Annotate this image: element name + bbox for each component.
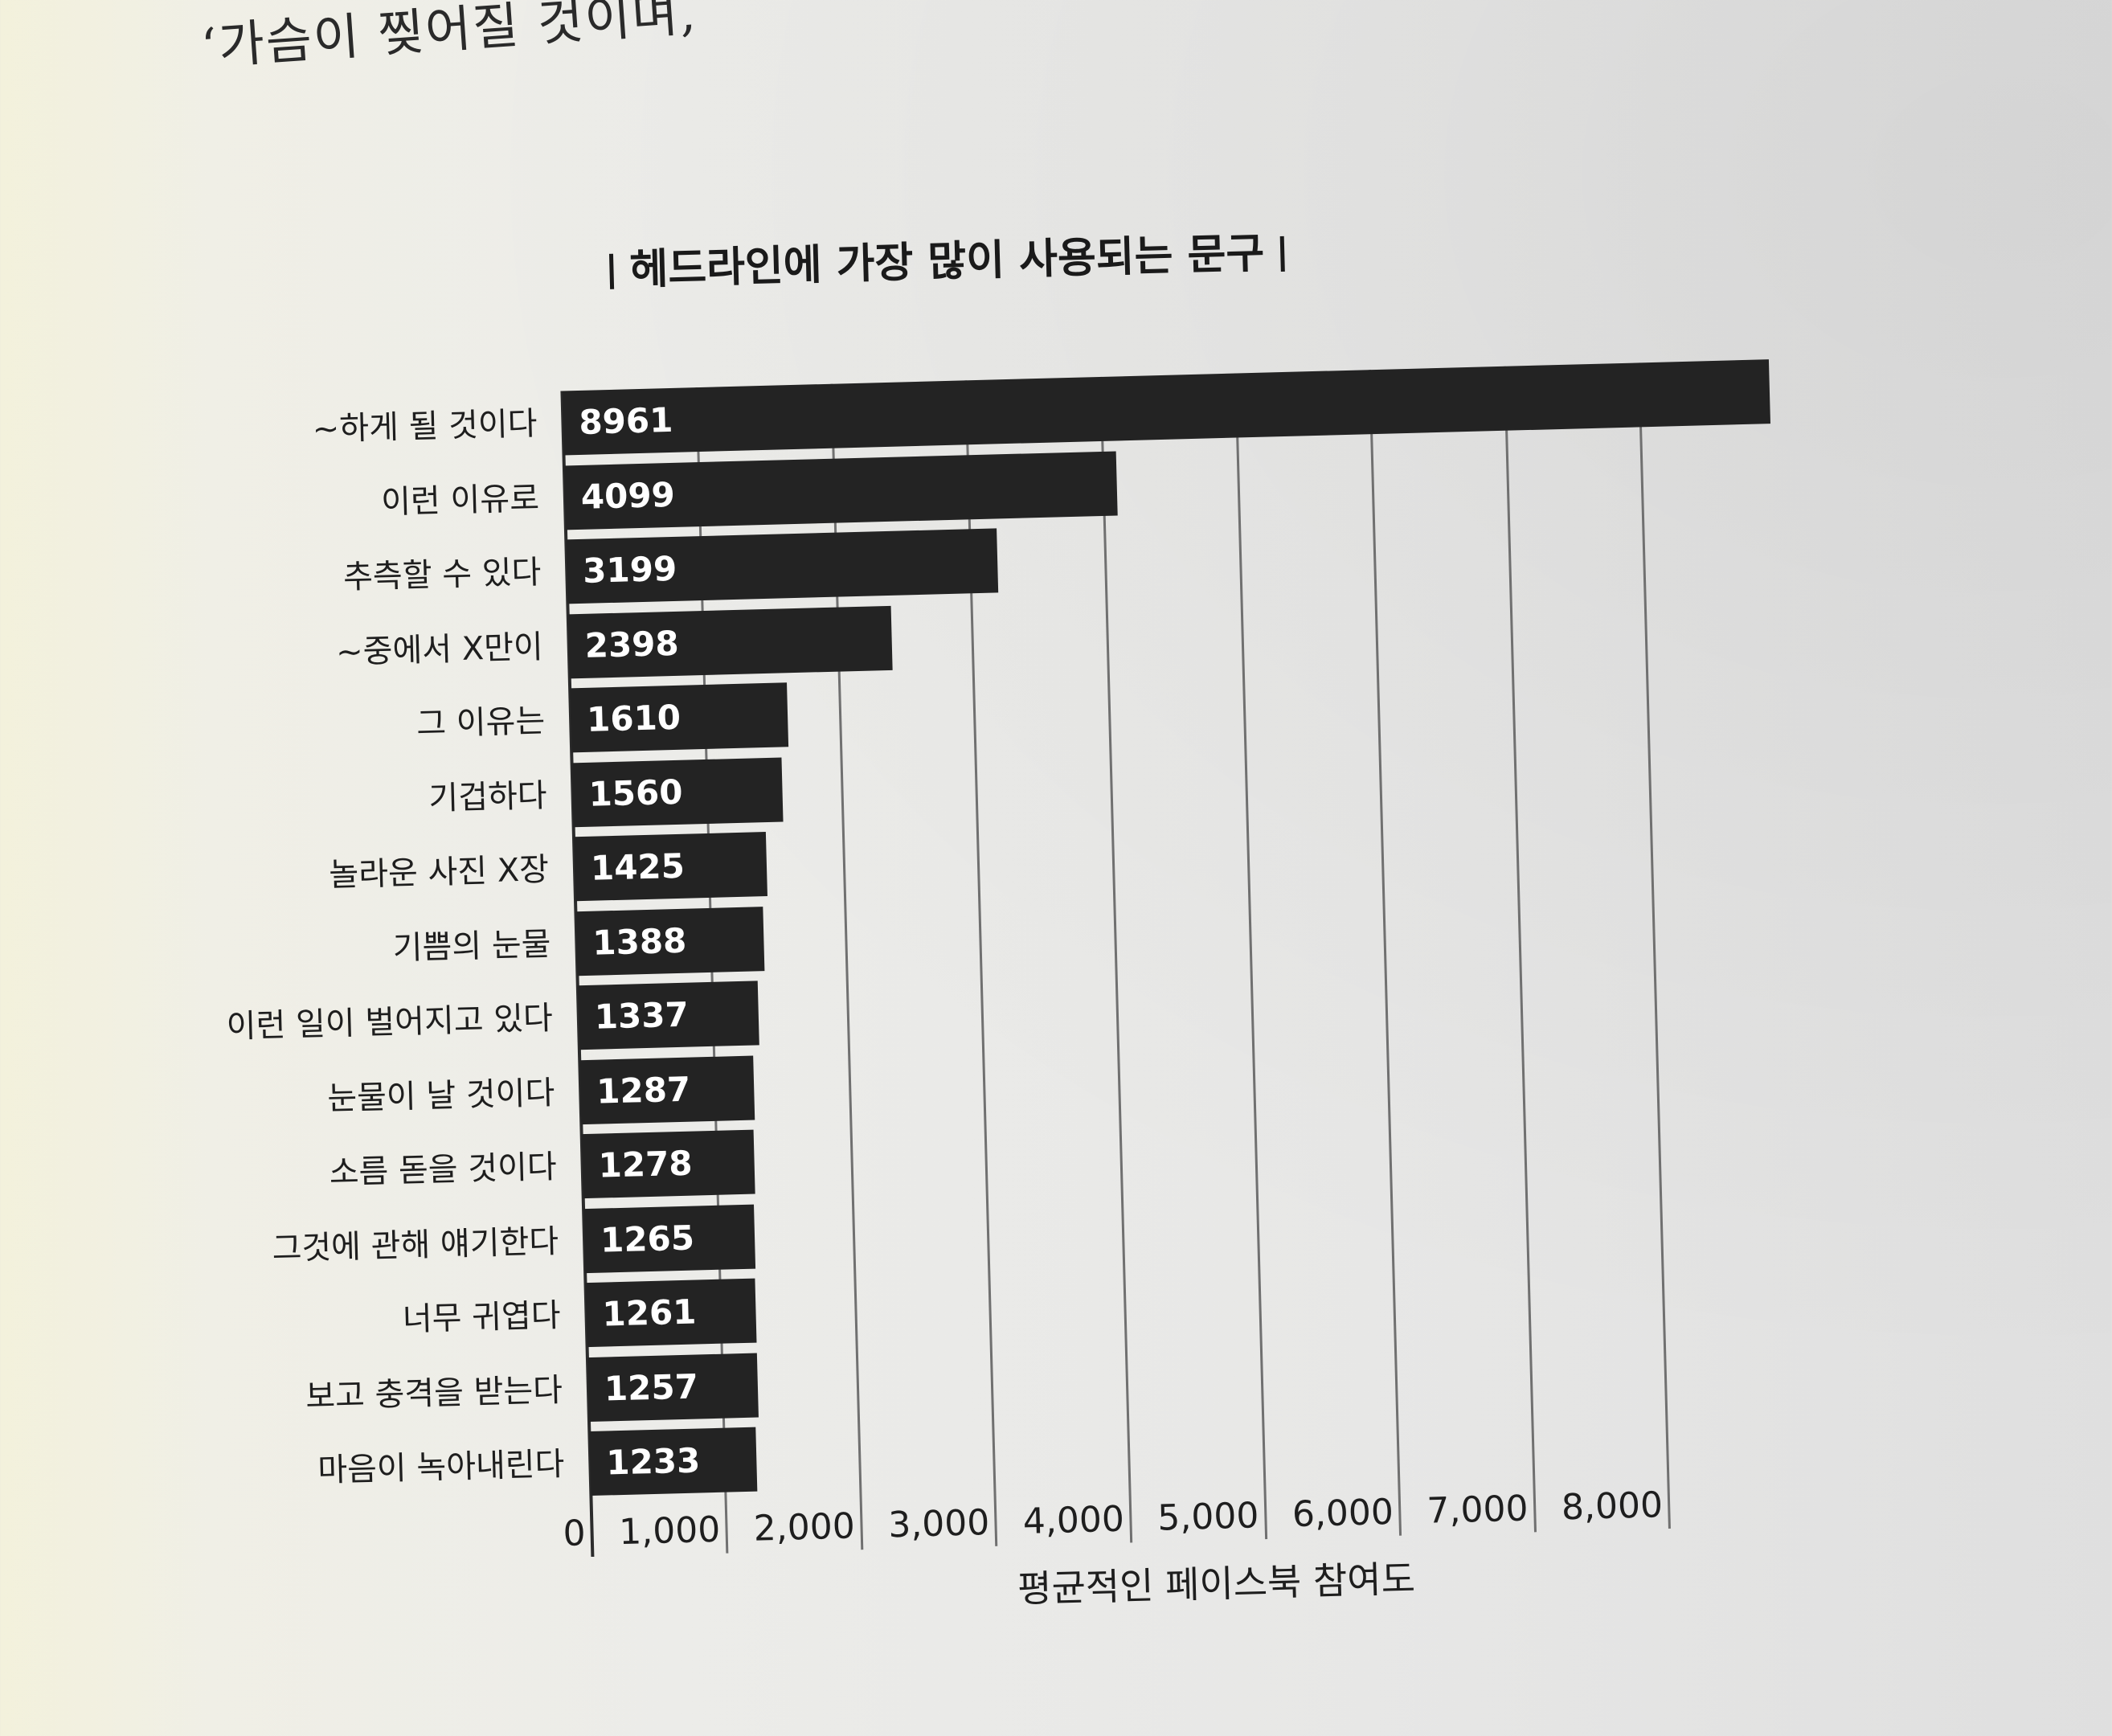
- bar-value-label-4: 2398: [584, 623, 680, 665]
- bar-3: 3199: [566, 528, 999, 604]
- category-label-5: 그 이유는: [415, 702, 546, 743]
- bar-value-label-7: 1425: [590, 845, 686, 888]
- bar-value-label-5: 1610: [586, 697, 681, 739]
- bar-15: 1233: [589, 1427, 757, 1496]
- gridline-6000: [1369, 370, 1402, 1536]
- category-label-4: ~중에서 X만이: [335, 628, 544, 671]
- x-axis-label: 평균적인 페이스북 참여도: [1017, 1557, 1416, 1611]
- bar-value-label-9: 1337: [594, 994, 690, 1037]
- bar-value-label-1: 8961: [578, 399, 673, 442]
- category-label-13: 너무 귀엽다: [402, 1296, 562, 1339]
- category-label-2: 이런 이유로: [380, 479, 540, 521]
- bar-14: 1257: [587, 1353, 759, 1422]
- bar-11: 1278: [581, 1129, 755, 1199]
- chart-title: 헤드라인에 가장 많이 사용되는 문구: [544, 217, 1349, 298]
- category-label-14: 보고 충격을 받는다: [305, 1371, 563, 1415]
- bar-value-label-12: 1265: [600, 1218, 695, 1260]
- category-label-9: 이런 일이 벌어지고 있다: [226, 1000, 554, 1046]
- gridline-4000: [1099, 376, 1133, 1543]
- bar-value-label-15: 1233: [605, 1440, 701, 1483]
- bar-value-label-11: 1278: [598, 1143, 694, 1185]
- bar-8: 1388: [575, 906, 765, 976]
- gridline-7000: [1503, 366, 1537, 1533]
- bar-value-label-3: 3199: [582, 548, 677, 591]
- bar-7: 1425: [573, 832, 767, 902]
- bar-value-label-13: 1261: [601, 1292, 698, 1334]
- bar-value-label-14: 1257: [604, 1365, 699, 1409]
- bar-value-label-2: 4099: [580, 474, 676, 517]
- title-right-rule: [1279, 235, 1285, 272]
- gridline-5000: [1234, 373, 1267, 1540]
- gridline-8000: [1638, 362, 1672, 1529]
- category-label-8: 기쁨의 눈물: [392, 925, 552, 967]
- bar-5: 1610: [570, 682, 788, 753]
- category-label-7: 놀라운 사진 X장: [328, 851, 550, 895]
- category-label-1: ~하게 될 것이다: [312, 405, 538, 448]
- bar-12: 1265: [583, 1204, 756, 1273]
- category-label-12: 그것에 관해 얘기한다: [271, 1222, 559, 1267]
- category-label-6: 기겁하다: [428, 776, 548, 817]
- bar-value-label-10: 1287: [596, 1069, 691, 1112]
- bar-1: 8961: [562, 359, 1770, 456]
- category-label-15: 마음이 녹아내린다: [317, 1445, 565, 1489]
- category-label-11: 소름 돋을 것이다: [329, 1148, 558, 1192]
- category-label-10: 눈물이 날 것이다: [326, 1074, 555, 1117]
- bar-9: 1337: [577, 981, 759, 1050]
- bar-13: 1261: [585, 1278, 757, 1348]
- bar-4: 2398: [567, 605, 893, 678]
- category-label-3: 추측할 수 있다: [342, 554, 542, 596]
- bar-10: 1287: [579, 1055, 755, 1124]
- chart-title-text: 헤드라인에 가장 많이 사용되는 문구: [628, 229, 1266, 295]
- bar-value-label-8: 1388: [591, 920, 687, 963]
- bar-value-label-6: 1560: [587, 772, 684, 814]
- bar-2: 4099: [563, 450, 1118, 530]
- bar-6: 1560: [571, 756, 784, 827]
- title-left-rule: [608, 253, 615, 289]
- x-tick-label-8: 8,000: [1561, 1484, 1664, 1529]
